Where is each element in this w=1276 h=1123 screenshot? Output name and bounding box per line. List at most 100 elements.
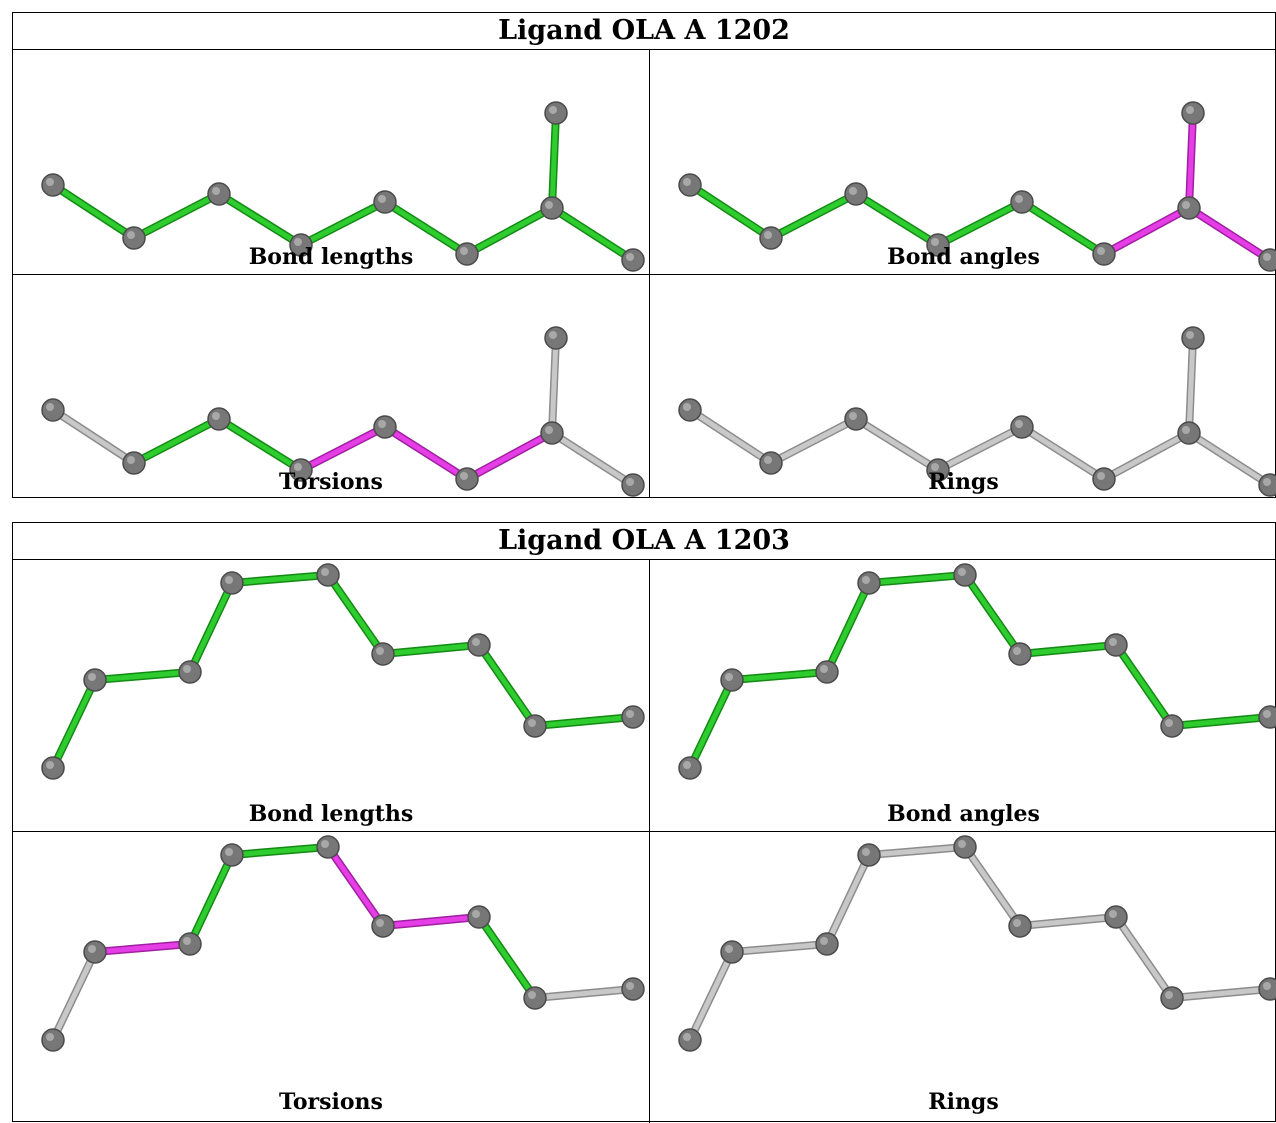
atom xyxy=(1092,242,1116,266)
atom xyxy=(720,668,744,692)
atom xyxy=(678,756,702,780)
bond-neutral xyxy=(1100,429,1193,483)
atom xyxy=(220,843,244,867)
cell-rings: Rings xyxy=(650,832,1276,1115)
panel-title: Ligand OLA A 1202 xyxy=(13,13,1275,50)
bond-pass xyxy=(686,676,736,772)
atom xyxy=(289,458,313,482)
bond-outlier xyxy=(1185,109,1197,212)
bond-pass xyxy=(1016,641,1120,658)
cell-label: Bond angles xyxy=(887,244,1040,270)
atom xyxy=(83,940,107,964)
bond-pass xyxy=(186,851,236,948)
atom xyxy=(678,173,702,197)
bond-pass xyxy=(531,713,637,730)
bond-outlier xyxy=(1185,204,1274,264)
cell-label: Torsions xyxy=(279,1089,383,1115)
atom xyxy=(316,835,340,859)
atom xyxy=(544,101,568,125)
atom xyxy=(844,407,868,431)
bond-pass xyxy=(49,181,138,242)
atom xyxy=(759,226,783,250)
atom xyxy=(1177,196,1201,220)
atom xyxy=(1092,467,1116,491)
bond-pass xyxy=(1018,198,1108,258)
atom xyxy=(1160,714,1184,738)
bond-neutral xyxy=(531,985,637,1002)
bond-neutral xyxy=(1018,423,1108,483)
atom xyxy=(467,633,491,657)
cell-bond-angles: Bond angles xyxy=(650,50,1276,274)
bond-outlier xyxy=(1100,204,1193,258)
molecule-diagram xyxy=(678,101,1276,272)
bond-outlier xyxy=(297,423,389,474)
bond-pass xyxy=(215,415,305,474)
molecule-diagram xyxy=(678,326,1276,497)
atom xyxy=(178,932,202,956)
molecule-diagram xyxy=(41,101,645,272)
atom xyxy=(621,977,645,1001)
bond-pass xyxy=(130,415,223,467)
atom xyxy=(371,642,395,666)
atom xyxy=(1181,101,1205,125)
bond-pass xyxy=(379,641,483,658)
atom xyxy=(678,398,702,422)
molecule-diagram xyxy=(41,835,645,1052)
bond-pass xyxy=(49,676,99,772)
bond-pass xyxy=(324,571,387,658)
atom xyxy=(815,660,839,684)
bond-pass xyxy=(865,571,969,587)
bond-pass xyxy=(961,571,1024,658)
cell-label: Bond angles xyxy=(887,801,1040,827)
atom xyxy=(544,326,568,350)
atom xyxy=(1258,473,1276,497)
atom xyxy=(844,182,868,206)
cell-label: Rings xyxy=(928,1089,999,1115)
atom xyxy=(953,835,977,859)
bond-neutral xyxy=(1168,985,1274,1002)
bond-outlier xyxy=(324,843,387,930)
bond-pass xyxy=(475,641,539,730)
bond-pass xyxy=(297,198,389,249)
bond-pass xyxy=(228,843,332,859)
atom xyxy=(1258,248,1276,272)
atom xyxy=(1181,326,1205,350)
bond-pass xyxy=(686,181,775,242)
bond-pass xyxy=(228,571,332,587)
bond-pass xyxy=(823,579,873,676)
bond-neutral xyxy=(1016,913,1120,930)
atom xyxy=(621,473,645,497)
bond-pass xyxy=(852,190,942,249)
bond-pass xyxy=(767,190,860,242)
atom xyxy=(1258,705,1276,729)
atom xyxy=(207,182,231,206)
bond-pass xyxy=(934,198,1026,249)
atom xyxy=(1010,190,1034,214)
atom xyxy=(122,451,146,475)
bond-pass xyxy=(475,913,539,1002)
atom xyxy=(220,571,244,595)
bond-neutral xyxy=(934,423,1026,474)
atom xyxy=(1258,977,1276,1001)
cell-divider xyxy=(649,560,650,1123)
atom xyxy=(455,242,479,266)
bond-pass xyxy=(186,579,236,676)
cell-torsions: Torsions xyxy=(13,275,649,499)
atom xyxy=(41,756,65,780)
bond-neutral xyxy=(865,843,969,859)
bond-outlier xyxy=(379,913,483,930)
cell-label: Torsions xyxy=(279,469,383,495)
bond-neutral xyxy=(1112,913,1176,1002)
atom xyxy=(926,233,950,257)
bond-neutral xyxy=(961,843,1024,930)
atom xyxy=(1160,986,1184,1010)
atom xyxy=(523,714,547,738)
bond-pass xyxy=(728,668,831,684)
bond-neutral xyxy=(767,415,860,467)
atom xyxy=(621,248,645,272)
atom xyxy=(207,407,231,431)
atom xyxy=(41,173,65,197)
molecule-diagram xyxy=(41,563,645,780)
bond-pass xyxy=(381,198,471,258)
cell-torsions: Torsions xyxy=(13,832,649,1115)
